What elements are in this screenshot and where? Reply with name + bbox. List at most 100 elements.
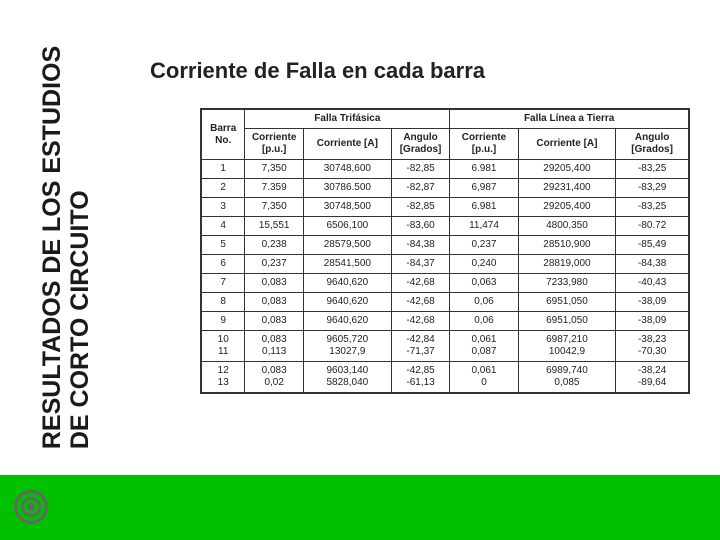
table-cell: 7233,980: [518, 274, 616, 293]
slide: RESULTADOS DE LOS ESTUDIOS DE CORTO CIRC…: [0, 0, 720, 540]
footer-bar: [0, 475, 720, 540]
table-cell: -82,87: [391, 179, 450, 198]
col-corriente-a-1: Corriente [A]: [303, 129, 391, 160]
table-cell: 6,987: [450, 179, 518, 198]
table-cell: 9640,620: [303, 312, 391, 331]
table-cell: 7,350: [245, 160, 304, 179]
table-cell: 9603,140 5828,040: [303, 362, 391, 394]
group-trifasica: Falla Trifásica: [245, 109, 450, 129]
group-linea-tierra: Falla Línea a Tierra: [450, 109, 689, 129]
table-cell: 9640,620: [303, 293, 391, 312]
table-cell: 4: [201, 217, 245, 236]
table-body: 17,35030748,600-82,856.98129205,400-83,2…: [201, 160, 689, 394]
col-corriente-pu-1: Corriente [p.u.]: [245, 129, 304, 160]
table-cell: -42,85 -61,13: [391, 362, 450, 394]
table-cell: 7: [201, 274, 245, 293]
table-cell: 6987,210 10042,9: [518, 331, 616, 362]
table-cell: 9640,620: [303, 274, 391, 293]
table-cell: 0,237: [450, 236, 518, 255]
table-cell: 9605,720 13027,9: [303, 331, 391, 362]
table-cell: 8: [201, 293, 245, 312]
table-cell: 30748,500: [303, 198, 391, 217]
table-cell: 28579,500: [303, 236, 391, 255]
table-row: 37,35030748,500-82,856.98129205,400-83,2…: [201, 198, 689, 217]
col-angulo-2: Angulo [Grados]: [616, 129, 689, 160]
table-row: 12 130,083 0,029603,140 5828,040-42,85 -…: [201, 362, 689, 394]
table-cell: 2: [201, 179, 245, 198]
col-corriente-a-2: Corriente [A]: [518, 129, 616, 160]
table-row: 90,0839640,620-42,680,066951,050-38,09: [201, 312, 689, 331]
table-cell: -84,37: [391, 255, 450, 274]
table-cell: 0,083: [245, 274, 304, 293]
table-cell: -82,85: [391, 198, 450, 217]
table-cell: 29205,400: [518, 160, 616, 179]
table-cell: 0,083: [245, 312, 304, 331]
table-cell: 30748,600: [303, 160, 391, 179]
table-cell: -84,38: [616, 255, 689, 274]
table-cell: 0,061 0: [450, 362, 518, 394]
table-cell: -38,09: [616, 293, 689, 312]
table-row: 70,0839640,620-42,680,0637233,980-40,43: [201, 274, 689, 293]
table-cell: 28510,900: [518, 236, 616, 255]
table-cell: -38,24 -89,64: [616, 362, 689, 394]
table-cell: 6989,740 0,085: [518, 362, 616, 394]
table-cell: 11,474: [450, 217, 518, 236]
table-cell: -38,23 -70,30: [616, 331, 689, 362]
table-cell: 10 11: [201, 331, 245, 362]
table-cell: 6.981: [450, 198, 518, 217]
col-barra: Barra No.: [201, 109, 245, 160]
table-cell: 28819,000: [518, 255, 616, 274]
side-title-line2: DE CORTO CIRCUITO: [67, 46, 95, 449]
table-cell: -85,49: [616, 236, 689, 255]
page-title: Corriente de Falla en cada barra: [150, 58, 485, 84]
table-cell: 7,350: [245, 198, 304, 217]
table-cell: 6.981: [450, 160, 518, 179]
table-cell: -82,85: [391, 160, 450, 179]
table-cell: -42,68: [391, 293, 450, 312]
table-cell: -80.72: [616, 217, 689, 236]
table-cell: -42,84 -71,37: [391, 331, 450, 362]
table-cell: 29205,400: [518, 198, 616, 217]
table-cell: 29231,400: [518, 179, 616, 198]
table-row: 415,5516506,100-83,6011,4744800,350-80.7…: [201, 217, 689, 236]
table-row: 60,23728541,500-84,370,24028819,000-84,3…: [201, 255, 689, 274]
table-cell: 0,061 0,087: [450, 331, 518, 362]
table-cell: 28541,500: [303, 255, 391, 274]
table-cell: 1: [201, 160, 245, 179]
table-cell: 6: [201, 255, 245, 274]
fault-current-table: Barra No. Falla Trifásica Falla Línea a …: [200, 108, 690, 394]
table-row: 17,35030748,600-82,856.98129205,400-83,2…: [201, 160, 689, 179]
side-title: RESULTADOS DE LOS ESTUDIOS DE CORTO CIRC…: [12, 20, 122, 475]
table-cell: 30786.500: [303, 179, 391, 198]
table-cell: -40,43: [616, 274, 689, 293]
table-cell: 0,238: [245, 236, 304, 255]
col-corriente-pu-2: Corriente [p.u.]: [450, 129, 518, 160]
side-title-line1: RESULTADOS DE LOS ESTUDIOS: [39, 46, 67, 449]
table-cell: 6951,050: [518, 293, 616, 312]
table-cell: 0,083 0,02: [245, 362, 304, 394]
table-cell: -42,68: [391, 312, 450, 331]
table-cell: 0,083: [245, 293, 304, 312]
table-cell: 5: [201, 236, 245, 255]
table-cell: 0,06: [450, 293, 518, 312]
table-cell: 0,083 0,113: [245, 331, 304, 362]
table-cell: 3: [201, 198, 245, 217]
table-cell: 0,237: [245, 255, 304, 274]
bullseye-icon: [14, 490, 48, 524]
table-cell: -84,38: [391, 236, 450, 255]
table-cell: 6506,100: [303, 217, 391, 236]
table-cell: 7.359: [245, 179, 304, 198]
table-cell: 4800,350: [518, 217, 616, 236]
table-cell: -83,29: [616, 179, 689, 198]
col-angulo-1: Angulo [Grados]: [391, 129, 450, 160]
table-row: 50,23828579,500-84,380,23728510,900-85,4…: [201, 236, 689, 255]
table-cell: -83,60: [391, 217, 450, 236]
table-cell: -83,25: [616, 160, 689, 179]
table-cell: 9: [201, 312, 245, 331]
table-cell: 15,551: [245, 217, 304, 236]
table-row: 27.35930786.500-82,876,98729231,400-83,2…: [201, 179, 689, 198]
table-cell: -83,25: [616, 198, 689, 217]
table-row: 10 110,083 0,1139605,720 13027,9-42,84 -…: [201, 331, 689, 362]
table-cell: 6951,050: [518, 312, 616, 331]
table-cell: 0,240: [450, 255, 518, 274]
